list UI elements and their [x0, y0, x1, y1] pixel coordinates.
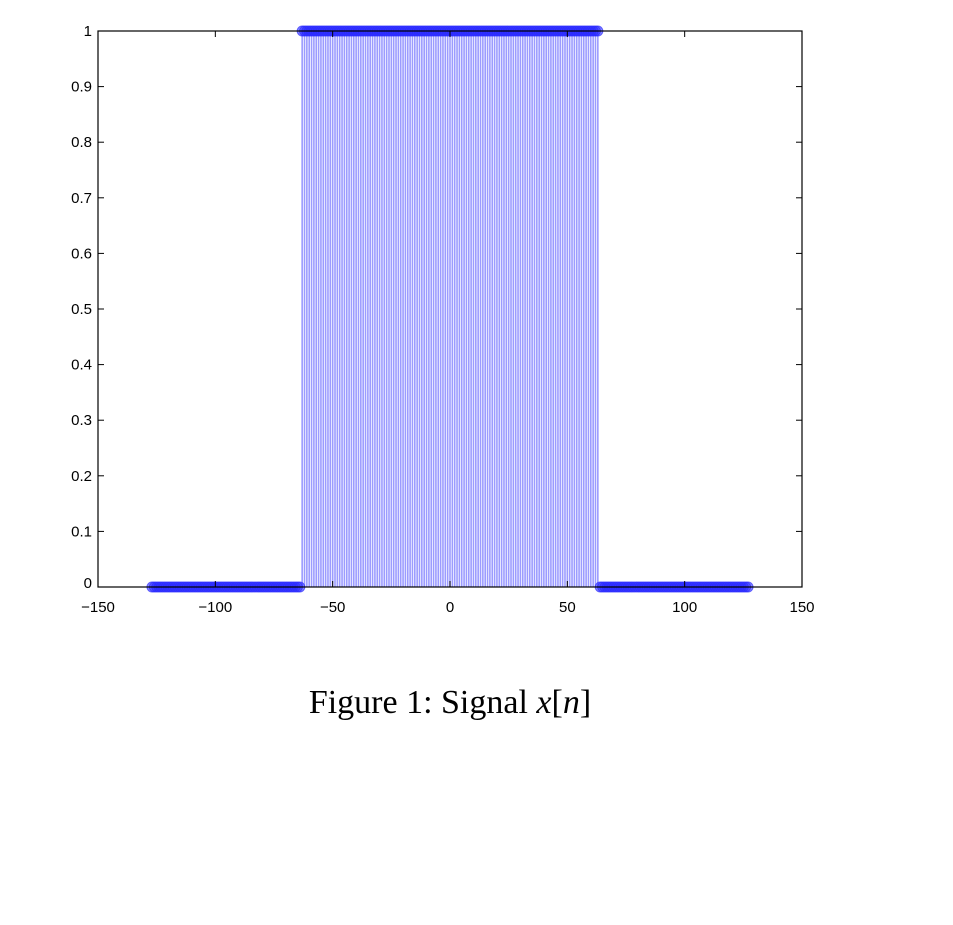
x-tick-label: 100 [672, 599, 697, 616]
x-tick-labels: −150 −100 −50 0 50 100 150 [81, 599, 814, 616]
y-tick-label: 0.4 [71, 357, 92, 374]
axis-ticks [97, 30, 803, 588]
y-tick-label: 0.3 [71, 412, 92, 429]
x-tick-label: −100 [198, 599, 232, 616]
x-tick-label: −50 [320, 599, 345, 616]
y-tick-label: 0.1 [71, 523, 92, 540]
y-tick-label: 0.8 [71, 134, 92, 151]
x-tick-label: 50 [559, 599, 576, 616]
caption-index: n [562, 684, 580, 721]
y-tick-label: 0.9 [71, 79, 92, 96]
figure-caption: Figure 1: Signal x[n] [0, 684, 900, 722]
x-tick-label: 0 [446, 599, 454, 616]
y-tick-label: 0.6 [71, 245, 92, 262]
stem-lines [301, 31, 599, 587]
caption-var: x [536, 684, 552, 721]
x-tick-label: 150 [789, 599, 814, 616]
y-tick-label: 0 [84, 575, 92, 592]
stem-plot: −150 −100 −50 0 50 100 150 0 0.1 0.2 0.3 0.4 0.5 0.6… [71, 23, 814, 616]
caption-close: ] [579, 684, 592, 721]
y-tick-label: 1 [84, 23, 92, 40]
x-tick-label: −150 [81, 599, 115, 616]
y-tick-label: 0.5 [71, 301, 92, 318]
caption-prefix: Figure 1: Signal [308, 684, 537, 721]
y-tick-labels: 0 0.1 0.2 0.3 0.4 0.5 0.6 0.7 0.8 0.9 1 [71, 23, 92, 592]
caption-open: [ [551, 684, 563, 721]
y-tick-label: 0.7 [71, 190, 92, 207]
y-tick-label: 0.2 [71, 468, 92, 485]
